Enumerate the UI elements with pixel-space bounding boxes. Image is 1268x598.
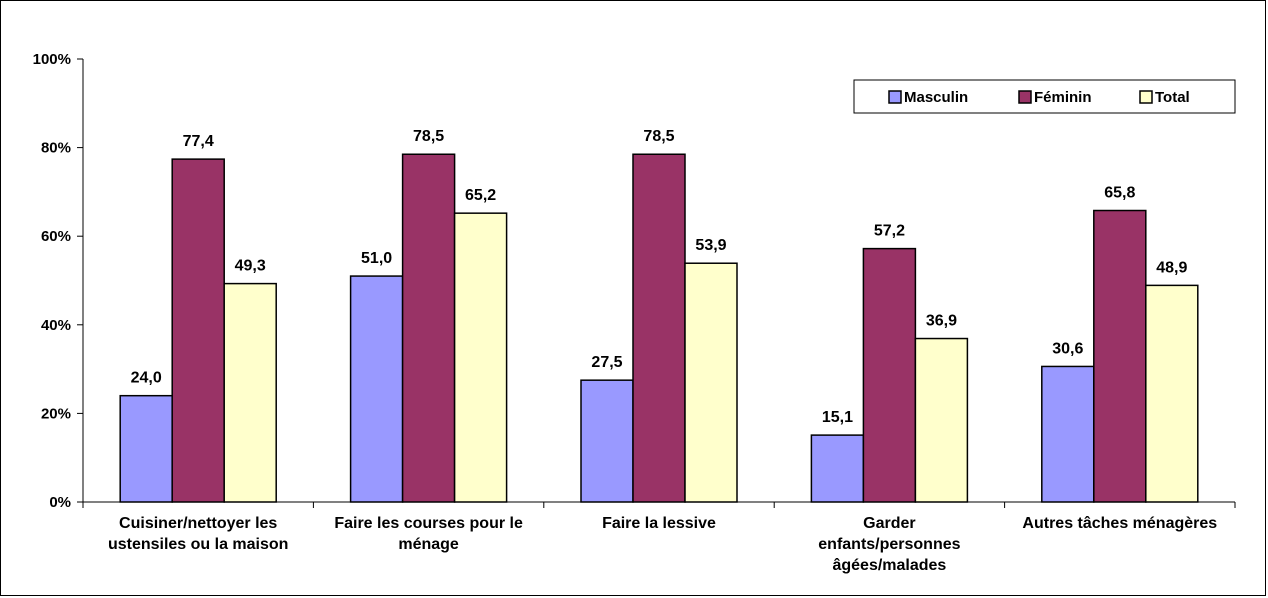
data-label: 77,4 (183, 133, 214, 150)
category-label: Cuisiner/nettoyer les ustensiles ou la ma… (108, 515, 289, 553)
y-tick-label: 0% (49, 494, 71, 511)
data-label: 78,5 (413, 128, 444, 145)
category-labels-group: Cuisiner/nettoyer les ustensiles ou la ma… (108, 515, 1217, 574)
category-label: Garder enfants/personnes âgées/malades (818, 515, 960, 574)
data-label: 65,8 (1104, 185, 1135, 202)
data-label: 65,2 (465, 187, 496, 204)
data-label: 30,6 (1052, 340, 1083, 357)
legend: Masculin Féminin Total (854, 80, 1235, 113)
bar-feminin (403, 154, 455, 502)
data-label: 53,9 (695, 237, 726, 254)
data-label: 27,5 (591, 354, 622, 371)
y-tick-label: 60% (41, 228, 71, 245)
y-tick-label: 40% (41, 317, 71, 334)
category-label: Faire la lessive (602, 515, 716, 532)
legend-label: Masculin (904, 89, 968, 106)
bar-feminin (863, 249, 915, 502)
legend-swatch (1140, 91, 1152, 103)
legend-label: Total (1155, 89, 1190, 106)
bar-masculin (811, 435, 863, 502)
bars-group (120, 154, 1198, 502)
bar-masculin (581, 380, 633, 502)
bar-feminin (1094, 211, 1146, 502)
category-label: Faire les courses pour le ménage (334, 515, 523, 553)
bar-masculin (120, 396, 172, 502)
data-label: 48,9 (1156, 259, 1187, 276)
data-label: 57,2 (874, 223, 905, 240)
bar-masculin (1042, 366, 1094, 502)
data-label: 51,0 (361, 250, 392, 267)
data-label: 49,3 (235, 258, 266, 275)
category-label: Autres tâches ménagères (1022, 515, 1217, 532)
bar-total (685, 263, 737, 502)
data-label: 36,9 (926, 313, 957, 330)
bar-masculin (351, 276, 403, 502)
legend-swatch (889, 91, 901, 103)
legend-swatch (1019, 91, 1031, 103)
bar-feminin (633, 154, 685, 502)
y-tick-label: 20% (41, 405, 71, 422)
bar-feminin (172, 159, 224, 502)
bar-total (224, 284, 276, 502)
bar-total (915, 339, 967, 502)
bar-total (455, 213, 507, 502)
y-tick-label: 80% (41, 140, 71, 157)
data-label: 24,0 (131, 370, 162, 387)
legend-label: Féminin (1034, 89, 1092, 106)
data-label: 78,5 (643, 128, 674, 145)
bar-total (1146, 285, 1198, 502)
data-label: 15,1 (822, 409, 853, 426)
y-tick-label: 100% (33, 51, 71, 68)
